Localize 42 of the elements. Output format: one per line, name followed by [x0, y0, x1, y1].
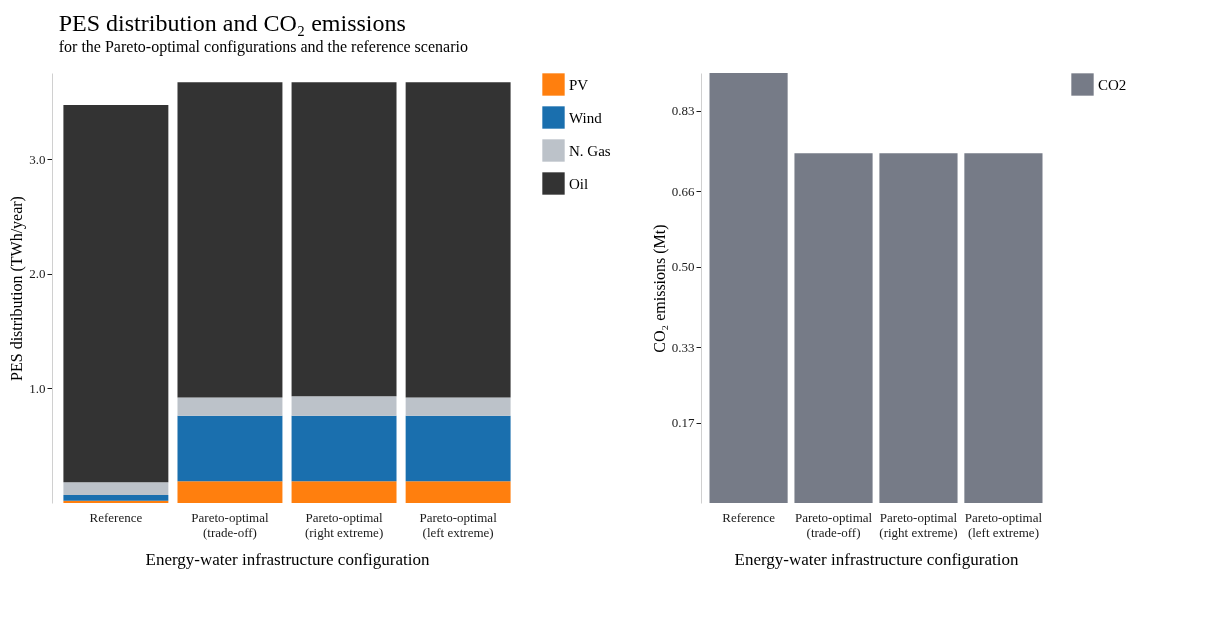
- bar: [291, 415, 397, 482]
- x-tick-label: Pareto-optimal (right extreme): [304, 509, 384, 540]
- y-tick-label: 0.50: [671, 259, 695, 275]
- legend-label: Oil: [569, 175, 589, 192]
- y-tick-label: 0.66: [671, 183, 695, 199]
- x-tick-label: Pareto-optimal (trade-off): [191, 509, 269, 540]
- y-tick-label: 0.33: [671, 339, 695, 355]
- legend-label: N. Gas: [569, 142, 611, 159]
- y-axis-title: PES distribution (TWh/year): [8, 196, 27, 381]
- chart-title: PES distribution and CO₂ emissions: [58, 10, 406, 36]
- bar: [405, 415, 511, 482]
- y-tick-label: 2.0: [29, 266, 46, 282]
- x-tick-label: Pareto-optimal (left extreme): [419, 509, 498, 540]
- bar: [405, 481, 511, 503]
- y-tick-label: 3.0: [29, 151, 46, 167]
- chart-subtitle: for the Pareto-optimal configurations and the reference scenario: [58, 38, 468, 56]
- x-tick-label: Pareto-optimal (trade-off): [794, 509, 873, 540]
- legend-label: CO2: [1098, 76, 1127, 93]
- x-axis-title: Energy-water infrastructure configuration: [145, 549, 430, 569]
- y-tick-label: 1.0: [29, 380, 46, 396]
- x-tick-label: Reference: [89, 509, 143, 525]
- legend-label: PV: [569, 76, 589, 93]
- bar: [405, 397, 511, 416]
- bar: [177, 82, 283, 398]
- x-tick-label: Pareto-optimal (right extreme): [879, 509, 958, 540]
- bar: [63, 482, 169, 495]
- y-axis-title: CO₂ emissions (Mt): [650, 224, 669, 353]
- bar: [177, 415, 283, 482]
- x-axis-title: Energy-water infrastructure configuration: [734, 549, 1019, 569]
- bar: [405, 82, 511, 398]
- y-tick-label: 0.83: [671, 103, 695, 119]
- legend-label: Wind: [569, 109, 603, 126]
- bar: [291, 82, 397, 397]
- x-tick-label: Reference: [722, 509, 776, 525]
- bar: [177, 481, 283, 503]
- y-tick-label: 0.17: [671, 415, 695, 431]
- bar: [177, 397, 283, 416]
- bar: [291, 481, 397, 503]
- x-tick-label: Pareto-optimal (left extreme): [964, 509, 1043, 540]
- bar: [63, 105, 169, 483]
- bar: [291, 396, 397, 416]
- bar: [63, 494, 169, 501]
